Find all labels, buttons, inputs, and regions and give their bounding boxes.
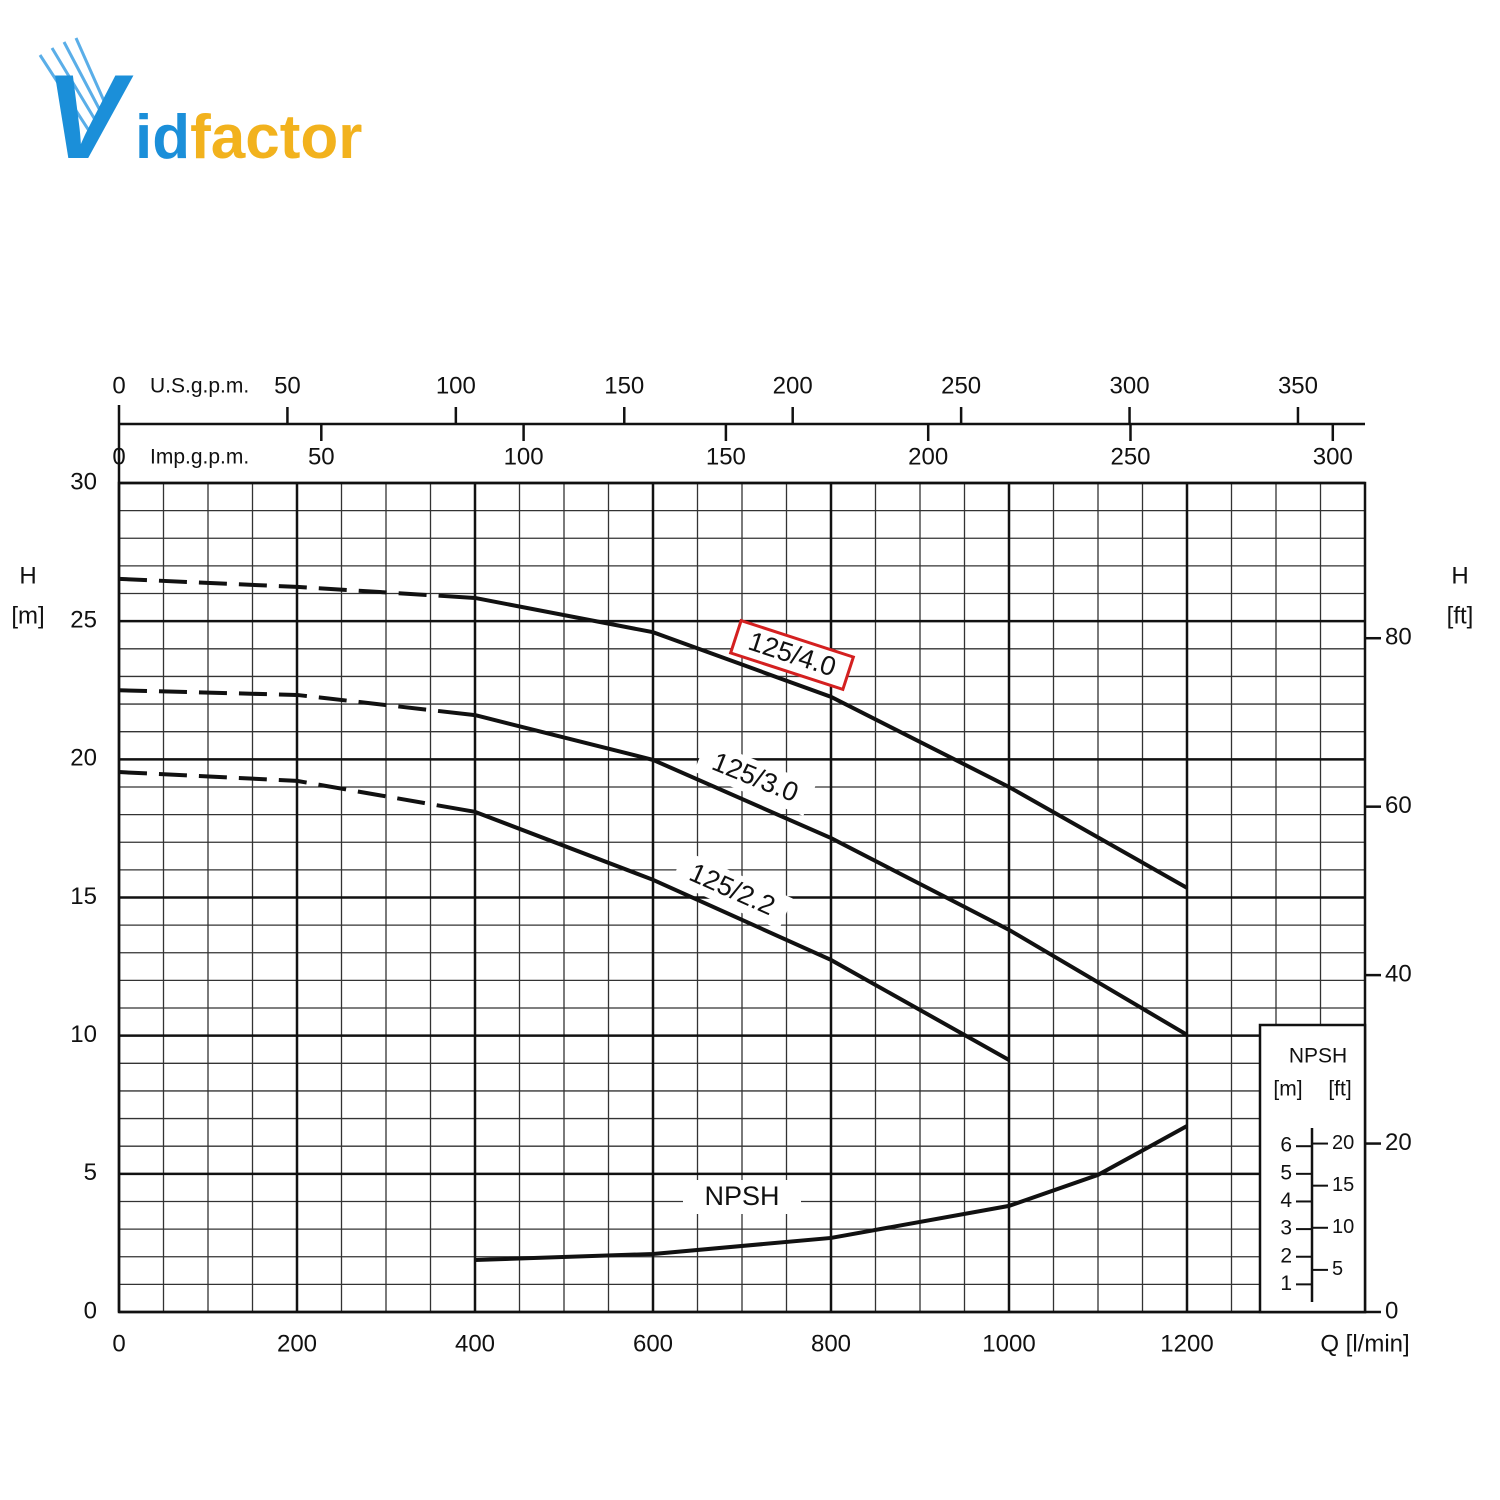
x-tick-label: 400 xyxy=(455,1330,495,1357)
x-tick-label: 200 xyxy=(277,1330,317,1357)
top-axis-tick-label: 50 xyxy=(308,443,335,470)
x-tick-label: 600 xyxy=(633,1330,673,1357)
npsh-ft-tick-label: 20 xyxy=(1332,1132,1354,1154)
curve-label-bg xyxy=(728,618,856,692)
npsh-inset-unit: [m] xyxy=(1273,1078,1302,1101)
top-axis-tick-label: 300 xyxy=(1313,443,1353,470)
y2-tick-label: 20 xyxy=(1385,1129,1412,1156)
plot-frame xyxy=(117,481,1367,1314)
top-axis-tick-label: 50 xyxy=(274,372,301,399)
y-tick-label: 0 xyxy=(84,1297,97,1324)
logo-feathers xyxy=(38,37,110,141)
y-tick-label: 20 xyxy=(70,745,97,772)
y2-tick-label: 0 xyxy=(1385,1297,1398,1324)
x-tick-label: 0 xyxy=(112,1330,125,1357)
npsh-m-tick-label: 1 xyxy=(1280,1272,1292,1295)
top-axis-tick-label: 200 xyxy=(773,372,813,399)
top-axis-tick-label: 300 xyxy=(1110,372,1150,399)
top-axis-tick-label: 250 xyxy=(1110,443,1150,470)
y-tick-label: 10 xyxy=(70,1021,97,1048)
x-tick-label: 800 xyxy=(811,1330,851,1357)
top-axis-tick-label: 150 xyxy=(706,443,746,470)
y2-tick-label: 80 xyxy=(1385,624,1412,651)
curve-label: NPSH xyxy=(683,1180,801,1214)
npsh-m-tick-label: 3 xyxy=(1280,1217,1292,1240)
curve-label-bg xyxy=(683,1180,801,1214)
top-axis-tick-label: 100 xyxy=(504,443,544,470)
curve xyxy=(474,1124,1188,1263)
top-axis-tick-label: 0 xyxy=(112,443,125,470)
top-axis-tick-label: 350 xyxy=(1278,372,1318,399)
logo-initial: V xyxy=(45,50,134,184)
top-axis-tick-label: 250 xyxy=(941,372,981,399)
y2-label-unit: [ft] xyxy=(1447,602,1474,629)
logo-blue: id xyxy=(135,103,190,172)
curve-label-bg xyxy=(671,850,793,930)
npsh-m-tick-label: 4 xyxy=(1280,1189,1292,1212)
top-axis-tick-label: 150 xyxy=(604,372,644,399)
top-axis-tick-label: 200 xyxy=(908,443,948,470)
npsh-inset-title: NPSH xyxy=(1289,1045,1347,1068)
y-tick-label: 5 xyxy=(84,1159,97,1186)
npsh-inset-unit: [ft] xyxy=(1328,1078,1351,1101)
curve xyxy=(118,688,1189,1037)
x-tick-label: 1000 xyxy=(982,1330,1035,1357)
y2-tick-label: 40 xyxy=(1385,960,1412,987)
top-axis-label: Imp.g.p.m. xyxy=(150,446,249,469)
curve-label-text: NPSH xyxy=(704,1181,779,1211)
x-tick-label: 1200 xyxy=(1160,1330,1213,1357)
y-tick-label: 25 xyxy=(70,607,97,634)
npsh-ft-tick-label: 5 xyxy=(1332,1258,1343,1280)
npsh-m-tick-label: 5 xyxy=(1280,1161,1292,1184)
y-label-symbol: H xyxy=(19,562,36,589)
x-label: Q [l/min] xyxy=(1320,1330,1409,1357)
curve xyxy=(118,576,1188,890)
npsh-ft-tick-label: 15 xyxy=(1332,1174,1354,1196)
npsh-ft-tick-label: 10 xyxy=(1332,1216,1354,1238)
curve-label-bg xyxy=(693,740,817,816)
npsh-m-tick-label: 6 xyxy=(1280,1134,1292,1157)
top-axis-label: U.S.g.p.m. xyxy=(150,375,249,398)
y-tick-label: 30 xyxy=(70,468,97,495)
top-axis-tick-label: 0 xyxy=(112,372,125,399)
logo-text: idfactor xyxy=(135,103,362,172)
npsh-m-tick-label: 2 xyxy=(1280,1244,1292,1267)
logo: V idfactor xyxy=(38,37,362,184)
y-label-unit: [m] xyxy=(11,602,44,629)
y2-tick-label: 60 xyxy=(1385,792,1412,819)
top-axis-tick-label: 100 xyxy=(436,372,476,399)
logo-yellow: factor xyxy=(190,103,362,172)
y2-label-symbol: H xyxy=(1451,562,1468,589)
y-tick-label: 15 xyxy=(70,883,97,910)
curve xyxy=(118,770,1010,1062)
